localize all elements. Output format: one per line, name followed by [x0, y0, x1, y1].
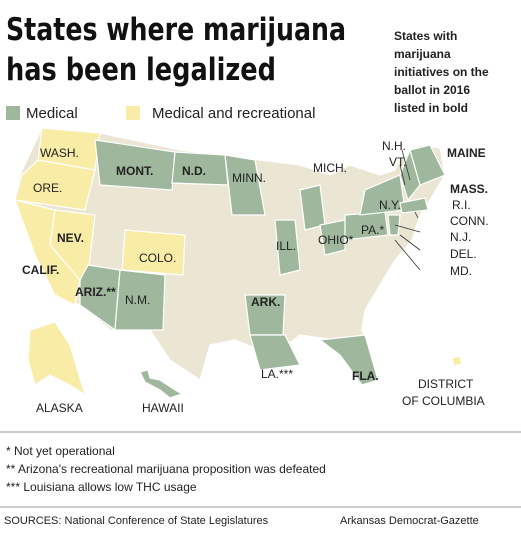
state	[224, 154, 266, 216]
state	[14, 159, 96, 211]
state-label: CALIF.	[22, 263, 59, 277]
state	[299, 184, 326, 231]
legend-swatch	[126, 106, 140, 120]
side-note-line: initiatives on the	[394, 65, 489, 79]
state-label: COLO.	[139, 251, 176, 265]
state	[94, 139, 176, 191]
state-label: MICH.	[313, 161, 347, 175]
map	[14, 127, 463, 399]
state-label: ALASKA	[36, 401, 83, 415]
state-label: DISTRICT	[418, 377, 474, 391]
state-label: MD.	[450, 264, 472, 278]
state-label: NEV.	[57, 231, 84, 245]
footnote: *** Louisiana allows low THC usage	[6, 480, 197, 494]
footnote: ** Arizona's recreational marijuana prop…	[6, 462, 326, 476]
state-label: DEL.	[450, 247, 477, 261]
map-labels: WASH. ORE. CALIF. NEV. MONT. N.D. MINN. …	[22, 139, 489, 415]
state-label: ORE.	[33, 181, 62, 195]
leader-lines	[394, 149, 421, 271]
state-label: MAINE	[447, 146, 486, 160]
state-label: R.I.	[452, 198, 471, 212]
legend-label: Medical	[26, 105, 78, 122]
state	[79, 264, 121, 332]
state	[121, 229, 186, 276]
state-label: FLA.	[352, 369, 379, 383]
state-label: VT.	[389, 155, 406, 169]
side-note-line: States with	[394, 29, 457, 43]
state-label: N.M.	[125, 293, 150, 307]
sources: SOURCES: National Conference of State Le…	[4, 515, 269, 527]
state	[249, 334, 301, 371]
legend-label: Medical and recreational	[152, 105, 315, 122]
state	[319, 219, 346, 256]
state	[139, 369, 184, 399]
state	[399, 197, 429, 214]
state-label: N.J.	[450, 230, 471, 244]
state-label: N.Y.	[379, 198, 401, 212]
state-label: N.D.	[182, 164, 206, 178]
state	[114, 269, 166, 331]
state	[451, 355, 463, 367]
legend: Medical Medical and recreational	[6, 105, 315, 122]
side-note: States with marijuana initiatives on the…	[394, 29, 489, 115]
side-note-line: marijuana	[394, 47, 451, 61]
state	[27, 321, 87, 397]
state-label: HAWAII	[142, 401, 184, 415]
state-label: N.H.	[382, 139, 406, 153]
state	[274, 219, 301, 276]
side-note-line: listed in bold	[394, 101, 468, 115]
title-line: States where marijuana	[6, 12, 346, 48]
state-label: ARK.	[251, 295, 280, 309]
state	[409, 144, 446, 186]
title-line: has been legalized	[6, 52, 276, 88]
state	[387, 214, 401, 236]
state-label: ILL.	[276, 239, 296, 253]
state-label: MINN.	[232, 171, 266, 185]
state-label: ARIZ.**	[75, 285, 116, 299]
state-label: WASH.	[40, 146, 79, 160]
legend-swatch	[6, 106, 20, 120]
credit: Arkansas Democrat-Gazette	[340, 515, 479, 527]
footnote: * Not yet operational	[6, 444, 115, 458]
state-label: LA.***	[261, 367, 293, 381]
state-label: OF COLUMBIA	[402, 394, 485, 408]
state	[318, 334, 379, 386]
state-label: CONN.	[450, 214, 489, 228]
state-label: MONT.	[116, 164, 153, 178]
state-label: OHIO*	[318, 233, 354, 247]
state-label: PA.*	[361, 223, 384, 237]
side-note-line: ballot in 2016	[394, 83, 470, 97]
state-label: MASS.	[450, 182, 488, 196]
